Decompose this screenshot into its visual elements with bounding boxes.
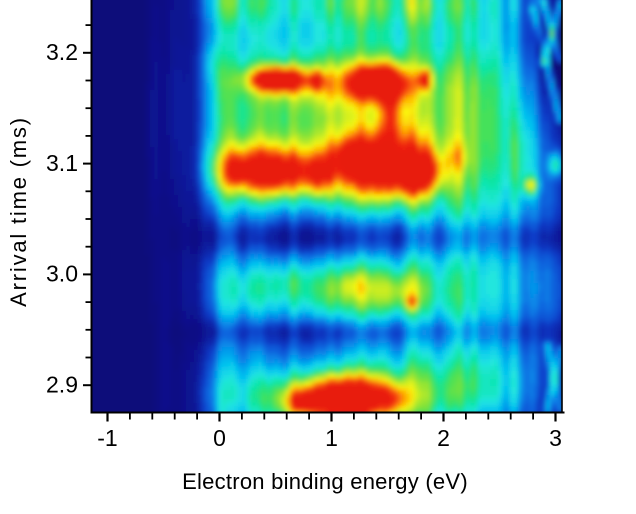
svg-text:3.1: 3.1 bbox=[46, 150, 78, 176]
svg-text:-1: -1 bbox=[97, 425, 117, 451]
svg-text:3: 3 bbox=[549, 425, 562, 451]
svg-text:Electron binding energy (eV): Electron binding energy (eV) bbox=[182, 469, 468, 494]
svg-text:Arrival time (ms): Arrival time (ms) bbox=[6, 116, 31, 307]
svg-text:2: 2 bbox=[437, 425, 450, 451]
svg-text:0: 0 bbox=[213, 425, 226, 451]
svg-text:3.0: 3.0 bbox=[46, 261, 78, 287]
svg-text:1: 1 bbox=[325, 425, 338, 451]
svg-text:2.9: 2.9 bbox=[46, 372, 78, 398]
svg-text:3.2: 3.2 bbox=[46, 39, 78, 65]
